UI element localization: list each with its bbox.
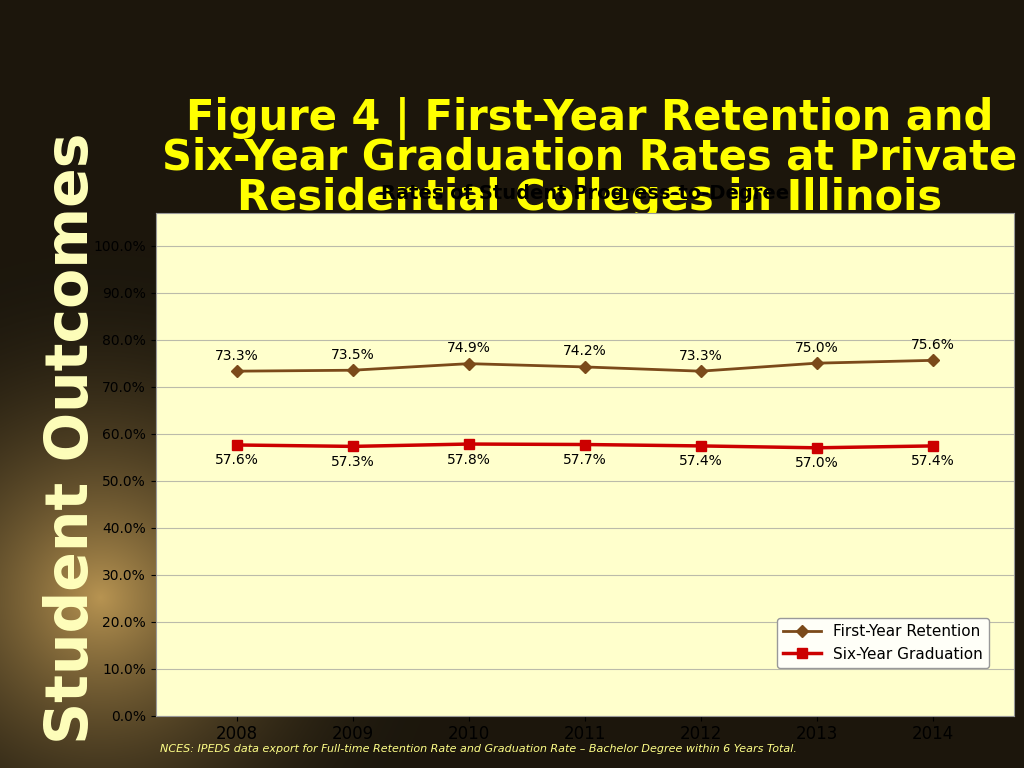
Text: 57.0%: 57.0% [795, 456, 839, 470]
Text: 57.3%: 57.3% [331, 455, 375, 468]
Text: 57.6%: 57.6% [215, 453, 259, 468]
Text: 57.4%: 57.4% [679, 455, 723, 468]
Text: 57.8%: 57.8% [446, 452, 490, 466]
Text: 75.0%: 75.0% [795, 341, 839, 355]
Text: 57.4%: 57.4% [910, 455, 954, 468]
Text: Six-Year Graduation Rates at Private: Six-Year Graduation Rates at Private [163, 137, 1018, 179]
Text: Residential Colleges in Illinois: Residential Colleges in Illinois [238, 177, 942, 219]
Text: 74.2%: 74.2% [563, 345, 606, 359]
Text: 73.3%: 73.3% [679, 349, 723, 362]
Text: NCES: IPEDS data export for Full-time Retention Rate and Graduation Rate – Bache: NCES: IPEDS data export for Full-time Re… [160, 744, 797, 754]
Text: Figure 4 | First-Year Retention and: Figure 4 | First-Year Retention and [186, 97, 993, 140]
Text: 73.5%: 73.5% [331, 348, 375, 362]
Legend: First-Year Retention, Six-Year Graduation: First-Year Retention, Six-Year Graduatio… [776, 618, 989, 668]
Text: 73.3%: 73.3% [215, 349, 259, 362]
Text: 74.9%: 74.9% [446, 341, 490, 355]
Text: 57.7%: 57.7% [563, 453, 606, 467]
Text: Student Outcomes: Student Outcomes [43, 132, 100, 743]
Title: Rates of Student Progress-to-Degree: Rates of Student Progress-to-Degree [381, 184, 788, 203]
Text: 75.6%: 75.6% [910, 338, 954, 352]
